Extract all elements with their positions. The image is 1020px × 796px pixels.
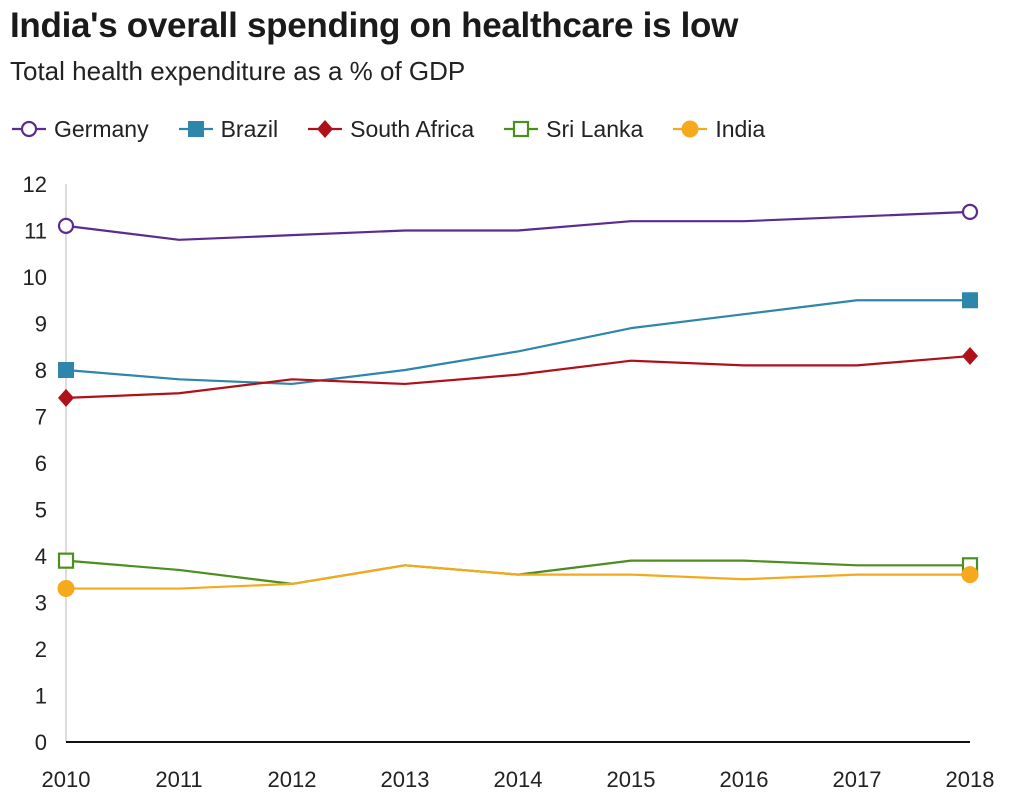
y-tick-label: 8 — [35, 358, 47, 383]
x-tick-label: 2010 — [42, 767, 91, 792]
x-tick-label: 2018 — [946, 767, 995, 792]
x-tick-label: 2014 — [494, 767, 543, 792]
y-tick-label: 5 — [35, 498, 47, 523]
y-tick-label: 9 — [35, 312, 47, 337]
y-tick-label: 10 — [23, 265, 47, 290]
legend-item-brazil: Brazil — [177, 115, 279, 143]
series-line-sri-lanka — [65, 559, 970, 586]
legend-item-sri-lanka: Sri Lanka — [502, 116, 643, 143]
legend-marker — [187, 121, 204, 137]
data-point-germany — [57, 217, 75, 234]
y-tick-label: 7 — [35, 405, 47, 430]
x-tick-label: 2015 — [607, 767, 656, 792]
legend-marker-icon — [12, 120, 46, 138]
data-point-india — [961, 566, 979, 584]
series-line-germany — [65, 210, 971, 241]
legend-label: Brazil — [220, 115, 279, 142]
legend-marker — [317, 120, 334, 138]
data-point-south-africa — [58, 388, 74, 407]
chart-title: India's overall spending on healthcare i… — [10, 6, 739, 45]
x-tick-label: 2017 — [833, 767, 882, 792]
legend-marker-icon — [673, 120, 708, 138]
data-point-brazil — [58, 362, 74, 378]
x-tick-label: 2011 — [155, 767, 202, 792]
x-tick-label: 2016 — [720, 767, 769, 792]
x-tick-label: 2013 — [381, 767, 430, 792]
legend-marker-icon — [308, 120, 343, 138]
series-line-south-africa — [65, 354, 971, 399]
y-tick-label: 2 — [35, 637, 47, 662]
legend-marker — [513, 120, 530, 138]
data-point-south-africa — [962, 347, 978, 366]
legend-label: Germany — [54, 115, 149, 142]
legend-marker-icon — [504, 120, 539, 138]
legend-item-india: India — [671, 116, 765, 143]
legend-marker-icon — [178, 121, 213, 137]
data-point-germany — [961, 203, 979, 220]
legend-item-south-africa: South Africa — [306, 116, 474, 143]
x-tick-label: 2012 — [268, 767, 317, 792]
data-point-india — [57, 580, 75, 598]
series-line-india — [66, 564, 970, 590]
y-tick-label: 11 — [24, 219, 47, 244]
chart-legend: Germany Brazil South Africa Sri Lanka India — [10, 113, 793, 145]
legend-item-germany: Germany — [10, 116, 149, 143]
y-tick-label: 3 — [35, 591, 47, 616]
y-tick-label: 0 — [35, 730, 47, 755]
legend-label: Sri Lanka — [546, 115, 644, 142]
y-tick-label: 1 — [35, 684, 47, 709]
y-tick-label: 6 — [35, 451, 47, 476]
legend-marker — [681, 120, 699, 138]
chart-subtitle: Total health expenditure as a % of GDP — [10, 56, 466, 86]
legend-marker — [20, 120, 38, 138]
data-point-brazil — [962, 292, 978, 309]
y-tick-label: 12 — [23, 172, 47, 197]
legend-label: India — [715, 115, 766, 142]
legend-label: South Africa — [350, 115, 475, 142]
y-tick-label: 4 — [35, 544, 47, 569]
data-point-sri-lanka — [57, 552, 75, 569]
series-line-brazil — [65, 299, 970, 386]
